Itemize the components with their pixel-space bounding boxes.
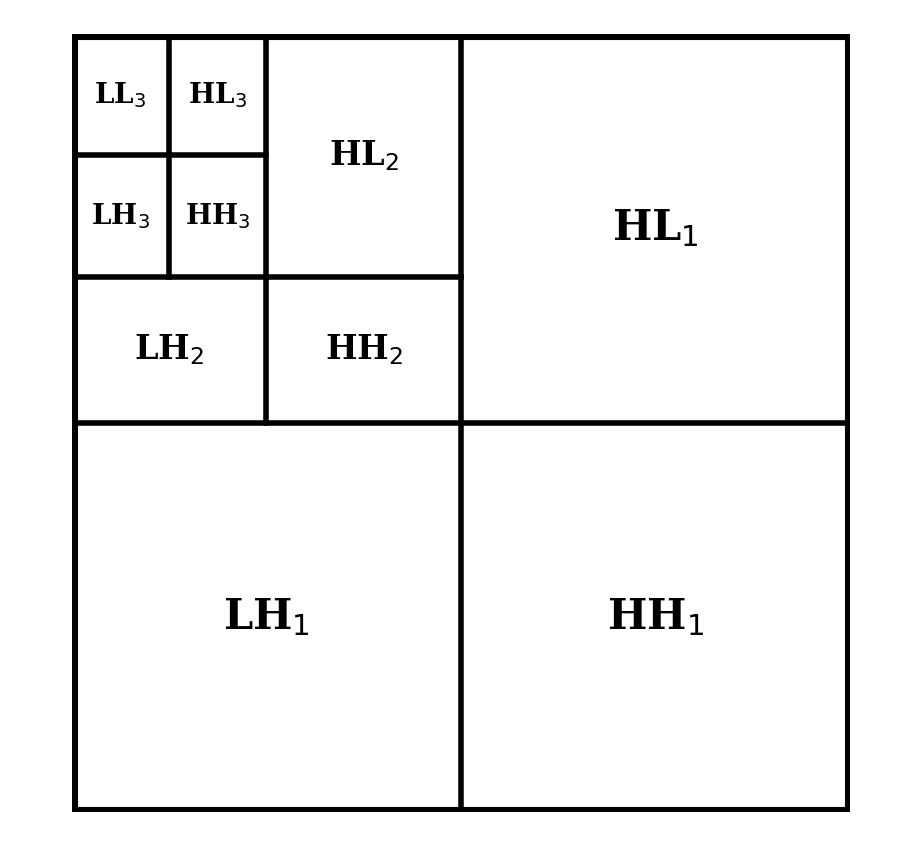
Text: LH$_{3}$: LH$_{3}$ xyxy=(91,201,150,231)
Text: HH$_{2}$: HH$_{2}$ xyxy=(325,332,403,367)
Text: LH$_{2}$: LH$_{2}$ xyxy=(135,332,204,367)
Text: HL$_{3}$: HL$_{3}$ xyxy=(188,80,247,109)
Text: HL$_{1}$: HL$_{1}$ xyxy=(612,207,699,250)
Text: LL$_{3}$: LL$_{3}$ xyxy=(94,80,147,109)
Text: LH$_{1}$: LH$_{1}$ xyxy=(223,596,310,639)
Text: HL$_{2}$: HL$_{2}$ xyxy=(329,138,398,173)
Text: HH$_{3}$: HH$_{3}$ xyxy=(185,201,251,231)
Text: HH$_{1}$: HH$_{1}$ xyxy=(607,596,704,639)
